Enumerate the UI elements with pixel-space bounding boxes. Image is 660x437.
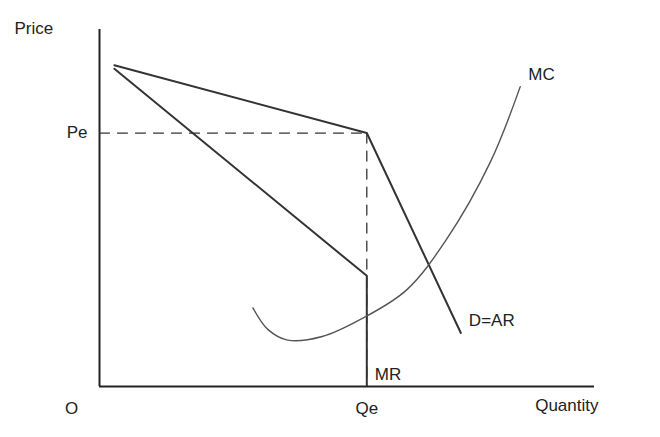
svg-text:D=AR: D=AR: [469, 311, 515, 330]
svg-text:MR: MR: [375, 365, 401, 384]
svg-text:Price: Price: [15, 19, 54, 38]
svg-text:Quantity: Quantity: [535, 396, 599, 415]
svg-text:MC: MC: [528, 65, 554, 84]
svg-text:O: O: [65, 399, 78, 418]
svg-text:Qe: Qe: [355, 399, 378, 418]
svg-text:Pe: Pe: [67, 123, 88, 142]
